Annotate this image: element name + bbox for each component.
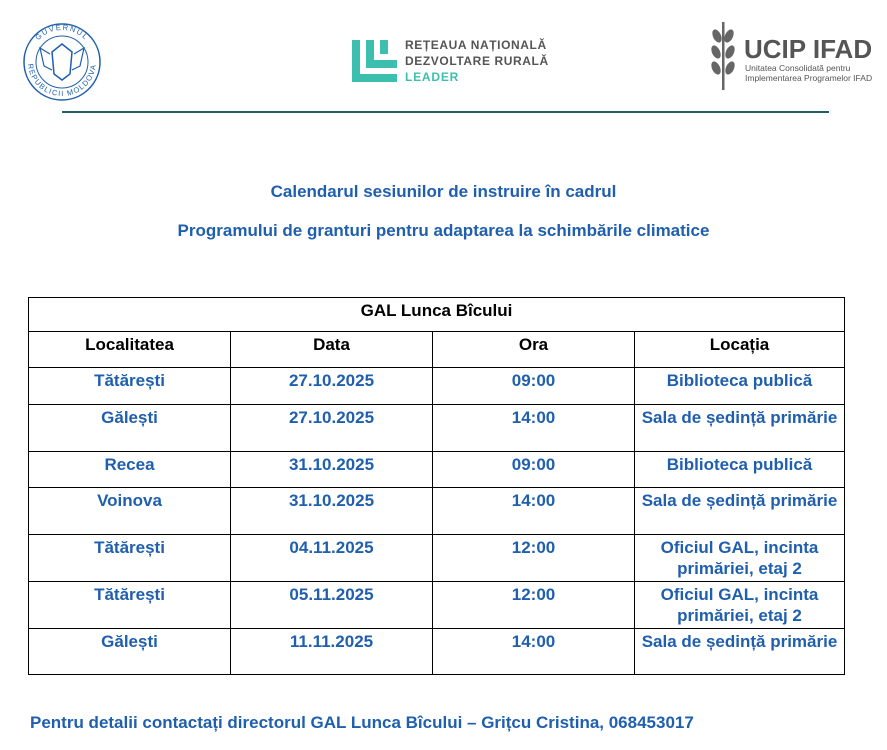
footer: Pentru detalii contactați directorul GAL… xyxy=(30,713,694,732)
table-cell: Sala de ședință primărie xyxy=(633,628,846,675)
table-cell: 31.10.2025 xyxy=(230,451,433,488)
header-row: Localitatea Data Ora Locația xyxy=(28,331,846,368)
table-cell: Voinova xyxy=(28,487,231,535)
ucip-line2: Implementarea Programelor IFAD xyxy=(745,73,872,83)
table-cell: 31.10.2025 xyxy=(230,487,433,535)
leader-line1: REȚEAUA NAȚIONALĂ xyxy=(405,37,547,52)
table-row: Tătărești 04.11.2025 12:00 Oficiul GAL, inc… xyxy=(28,534,846,582)
header: GUVERNUL REPUBLICII MOLDOVA REȚEAUA NAȚI… xyxy=(23,22,872,113)
ucip-name: UCIP IFAD xyxy=(744,34,872,64)
table-cell: 04.11.2025 xyxy=(230,534,433,582)
column-header: Ora xyxy=(432,331,635,368)
table-cell: 27.10.2025 xyxy=(230,404,433,452)
table-cell: 14:00 xyxy=(432,404,635,452)
table-cell: Oficiul GAL, incinta primăriei, etaj 2 xyxy=(633,534,846,582)
table-cell: Sala de ședință primărie xyxy=(633,404,846,452)
table-cell: Oficiul GAL, incinta primăriei, etaj 2 xyxy=(633,581,846,629)
column-header: Locația xyxy=(633,331,846,368)
ucip-line1: Unitatea Consolidată pentru xyxy=(745,63,851,73)
table-cell: Tătărești xyxy=(28,367,231,405)
table-cell: Tătărești xyxy=(28,534,231,582)
table-row: Gălești 11.11.2025 14:00 Sala de ședință pr… xyxy=(28,628,846,675)
table-row: Gălești 27.10.2025 14:00 Sala de ședință pr… xyxy=(28,404,846,452)
table-cell: 27.10.2025 xyxy=(230,367,433,405)
header-rule xyxy=(62,111,829,113)
table-cell: 11.11.2025 xyxy=(230,628,433,675)
table-row: Voinova 31.10.2025 14:00 Sala de ședință pr… xyxy=(28,487,846,535)
table-cell: 09:00 xyxy=(432,451,635,488)
table-row: Tătărești 27.10.2025 09:00 Biblioteca publi… xyxy=(28,367,846,405)
column-header: Data xyxy=(230,331,433,368)
leader-icon xyxy=(352,40,397,82)
table-cell: 12:00 xyxy=(432,534,635,582)
ucip-wheat-icon xyxy=(711,22,735,90)
table-cell: Sala de ședință primărie xyxy=(633,487,846,535)
table-row: Tătărești 05.11.2025 12:00 Oficiul GAL, inc… xyxy=(28,581,846,629)
caption-row: GAL Lunca Bîcului xyxy=(27,297,846,332)
table-caption: GAL Lunca Bîcului xyxy=(27,297,846,332)
table-cell: 14:00 xyxy=(432,487,635,535)
seal-top-text-path: GUVERNUL xyxy=(33,23,89,42)
leader-line2: DEZVOLTARE RURALĂ xyxy=(405,53,549,68)
table-cell: 12:00 xyxy=(432,581,635,629)
table-cell: 14:00 xyxy=(432,628,635,675)
table-cell: Gălești xyxy=(28,628,231,675)
table-cell: Recea xyxy=(28,451,231,488)
table-cell: 05.11.2025 xyxy=(230,581,433,629)
table-body: GAL Lunca Bîcului Localitatea Data Ora Loca… xyxy=(27,297,846,675)
table-row: Recea 31.10.2025 09:00 Biblioteca publică xyxy=(28,451,846,488)
table-cell: Gălești xyxy=(28,404,231,452)
title-line1: Calendarul sesiunilor de instruire în ca… xyxy=(270,182,617,201)
leader-line3: LEADER xyxy=(405,70,459,84)
table-cell: Tătărești xyxy=(28,581,231,629)
government-seal xyxy=(23,23,101,101)
seal-top-text: GUVERNUL xyxy=(33,23,90,42)
schedule-table: GAL Lunca Bîcului Localitatea Data Ora Loca… xyxy=(27,297,846,675)
column-header: Localitatea xyxy=(28,331,231,368)
title-line2: Programului de granturi pentru adaptarea… xyxy=(177,221,710,240)
table-cell: Biblioteca publică xyxy=(633,451,846,488)
table-cell: Biblioteca publică xyxy=(633,367,846,405)
table-cell: 09:00 xyxy=(432,367,635,405)
